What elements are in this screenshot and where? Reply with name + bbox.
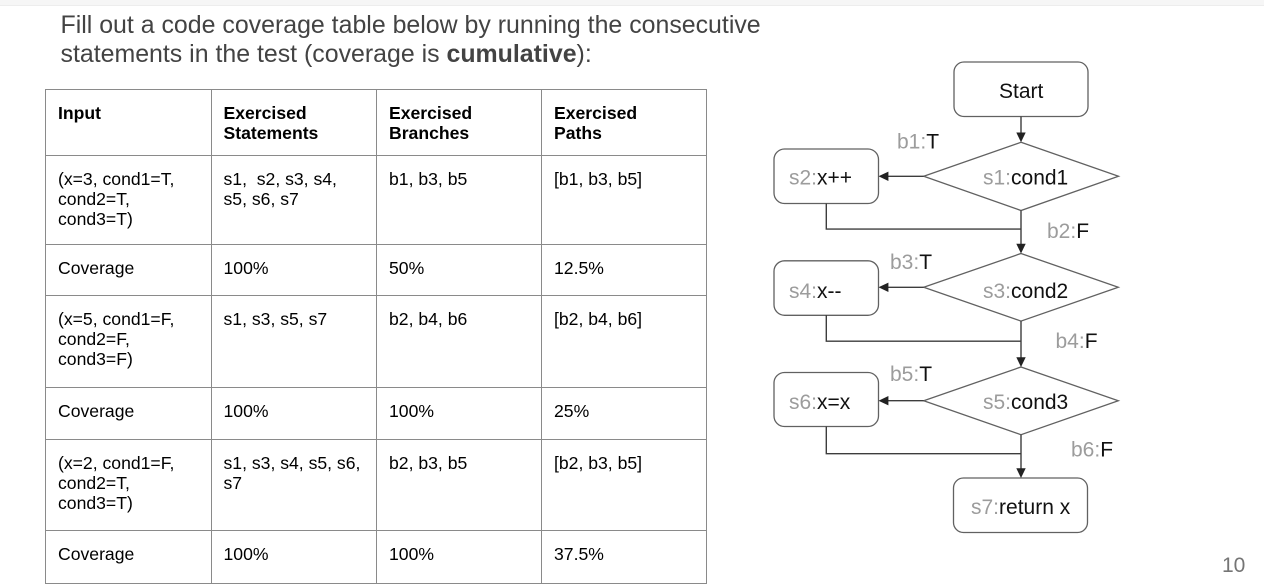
svg-text:s4:x--: s4:x--: [789, 280, 842, 303]
svg-text:b6:F: b6:F: [1071, 439, 1113, 462]
svg-text:s3:cond2: s3:cond2: [983, 280, 1068, 303]
svg-text:Start: Start: [999, 80, 1044, 103]
svg-text:b4:F: b4:F: [1056, 330, 1098, 353]
svg-text:b5:T: b5:T: [890, 363, 932, 386]
svg-text:s6:x=x: s6:x=x: [789, 391, 851, 414]
svg-text:s2:x++: s2:x++: [789, 167, 852, 190]
svg-text:s7:return x: s7:return x: [971, 496, 1071, 519]
svg-text:b3:T: b3:T: [890, 251, 932, 274]
svg-text:s5:cond3: s5:cond3: [983, 391, 1068, 414]
svg-text:b2:F: b2:F: [1047, 220, 1089, 243]
svg-text:s1:cond1: s1:cond1: [983, 167, 1068, 190]
svg-text:b1:T: b1:T: [897, 131, 939, 154]
